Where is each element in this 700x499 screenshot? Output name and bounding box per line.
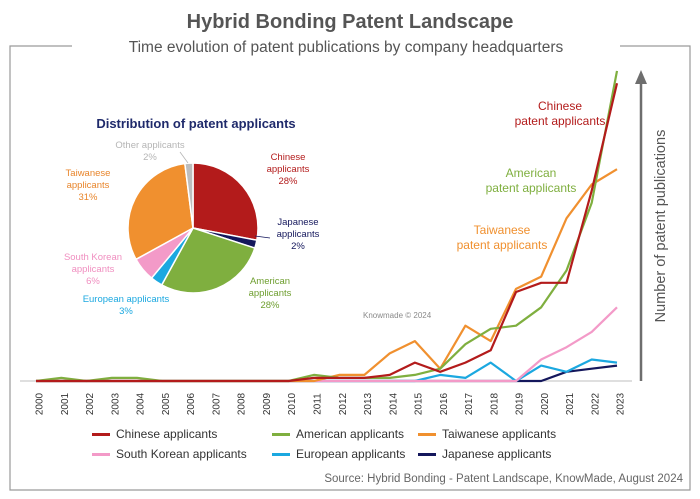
pie-label-other: Other applicants 2%	[115, 140, 184, 163]
pie-slice-other	[184, 162, 194, 229]
x-tick-label: 2003	[110, 392, 121, 415]
y-axis-label: Number of patent publications	[653, 130, 669, 323]
x-tick-label: 2005	[161, 392, 172, 415]
legend-item-european: European applicants	[272, 447, 405, 461]
legend-label: South Korean applicants	[116, 447, 247, 461]
pie-label-chinese: Chinese applicants 28%	[267, 152, 310, 187]
legend-swatch	[272, 452, 290, 456]
x-tick-label: 2002	[85, 392, 96, 415]
x-tick-label: 2001	[60, 392, 71, 415]
series-line-chinese	[36, 82, 619, 383]
x-tick-label: 2017	[464, 392, 475, 415]
pie-label-taiwanese: Taiwanese applicants 31%	[66, 168, 111, 203]
x-tick-label: 2014	[388, 392, 399, 415]
x-tick-label: 2010	[287, 392, 298, 415]
x-tick-label: 2022	[590, 392, 601, 415]
x-tick-label: 2006	[186, 392, 197, 415]
x-tick-label: 2004	[136, 392, 147, 415]
page-title: Hybrid Bonding Patent Landscape	[187, 11, 514, 33]
x-tick-label: 2007	[211, 392, 222, 415]
legend-item-chinese: Chinese applicants	[92, 427, 217, 441]
x-tick-label: 2021	[565, 392, 576, 415]
legend-swatch	[272, 432, 290, 436]
pie-label-japanese: Japanese applicants 2%	[277, 217, 320, 252]
series-line-taiwanese	[36, 168, 618, 383]
pie-leader-other	[179, 151, 189, 164]
x-tick-label: 2008	[237, 392, 248, 415]
legend-swatch	[92, 452, 110, 456]
legend-swatch	[418, 452, 436, 456]
x-tick-label: 2018	[489, 392, 500, 415]
watermark: Knowmade © 2024	[363, 311, 432, 320]
series-line-south-korean	[36, 306, 618, 383]
annotation-taiwanese: Taiwanese patent applicants	[457, 223, 548, 252]
x-tick-label: 2019	[515, 392, 526, 415]
legend-item-south-korean: South Korean applicants	[92, 447, 247, 461]
annotation-chinese: Chinese patent applicants	[515, 99, 606, 128]
series-line-american	[35, 70, 619, 383]
pie-slice-chinese	[192, 162, 259, 242]
x-tick-label: 2011	[313, 393, 324, 415]
pie-slice-american	[160, 227, 256, 294]
legend-label: American applicants	[296, 427, 405, 441]
legend-item-taiwanese: Taiwanese applicants	[418, 427, 556, 441]
x-tick-label: 2000	[35, 392, 46, 415]
annotation-american: American patent applicants	[486, 166, 577, 195]
legend-swatch	[418, 432, 436, 436]
legend-label: Japanese applicants	[442, 447, 552, 461]
pie-label-european: European applicants 3%	[83, 294, 170, 317]
pie-slice-taiwanese	[127, 162, 194, 261]
legend-label: Chinese applicants	[116, 427, 218, 441]
pie-leader-japanese	[254, 235, 271, 239]
legend-label: Taiwanese applicants	[442, 427, 557, 441]
x-tick-label: 2009	[262, 392, 273, 415]
x-tick-label: 2013	[363, 392, 374, 415]
line-chart: 2000 2001 2002 2003 2004 2005 2006 2007 2008 2009…	[20, 70, 669, 415]
legend-swatch	[92, 432, 110, 436]
x-tick-label: 2016	[439, 392, 450, 415]
legend-item-american: American applicants	[272, 427, 404, 441]
x-tick-label: 2023	[616, 392, 627, 415]
x-tick-label: 2015	[414, 392, 425, 415]
x-tick-label: 2012	[338, 392, 349, 415]
pie-label-south-korean: South Korean applicants 6%	[64, 252, 122, 287]
pie-label-american: American applicants 28%	[249, 276, 292, 311]
page-subtitle: Time evolution of patent publications by…	[129, 39, 564, 56]
source-note: Source: Hybrid Bonding - Patent Landscap…	[324, 473, 683, 485]
frame-border	[9, 45, 691, 491]
pie-chart: Distribution of patent applicants Chinese…	[64, 116, 320, 317]
legend-label: European applicants	[296, 447, 406, 461]
pie-title: Distribution of patent applicants	[96, 116, 295, 131]
x-tick-label: 2020	[540, 392, 551, 415]
y-axis-arrowhead	[635, 70, 647, 84]
legend-item-japanese: Japanese applicants	[418, 447, 551, 461]
